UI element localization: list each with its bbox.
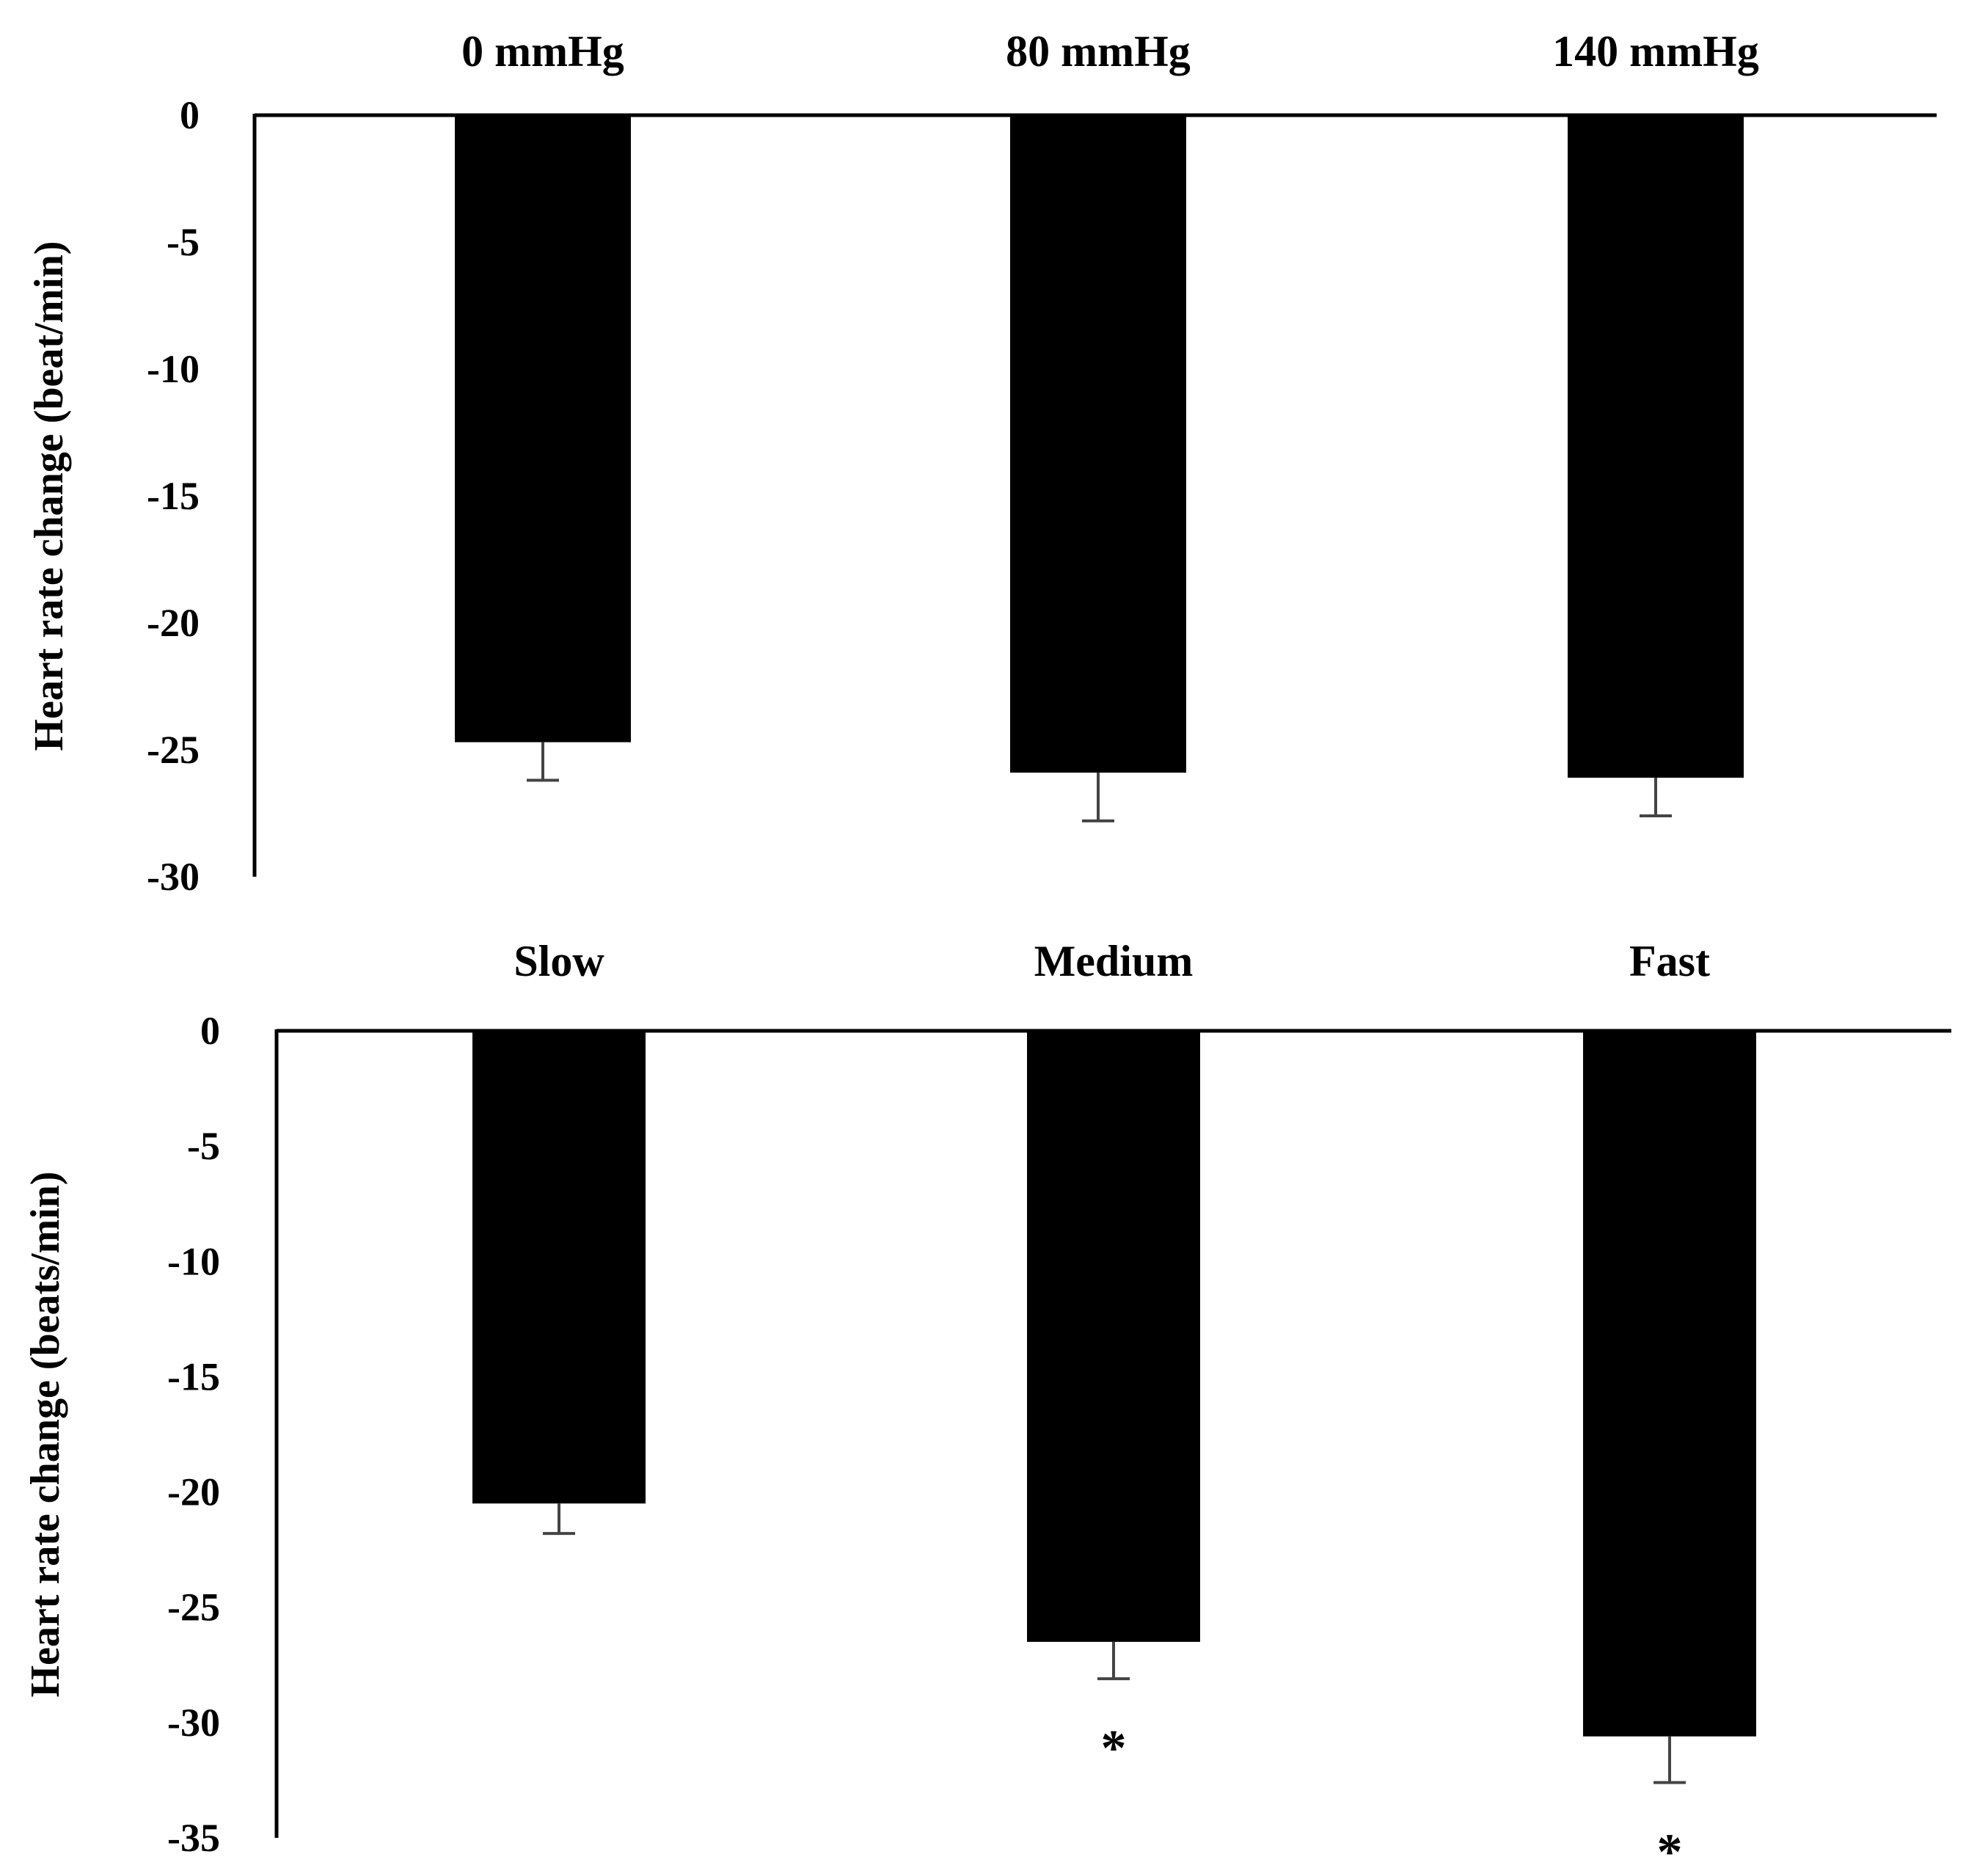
y-tick-label: -20 — [167, 1470, 220, 1514]
y-tick-label: -25 — [167, 1585, 220, 1629]
bar — [1583, 1031, 1756, 1737]
category-label: 0 mmHg — [461, 27, 624, 76]
y-tick-label: 0 — [180, 93, 200, 137]
y-tick-label: -5 — [167, 220, 200, 264]
y-tick-label: -10 — [147, 347, 200, 391]
y-tick-label: -15 — [167, 1354, 220, 1398]
category-label: Medium — [1034, 937, 1194, 985]
bar — [1027, 1031, 1200, 1642]
y-axis-title: Heart rate change (beat/min) — [26, 241, 72, 751]
category-label: Slow — [514, 937, 604, 985]
chart-panel-top: 0 mmHg 80 mmHg 140 mmHg 0 -5 -10 -15 -20 -25 -30 H… — [26, 27, 1937, 899]
bar — [455, 115, 631, 742]
y-tick-label: -20 — [147, 601, 200, 645]
category-label: Fast — [1629, 937, 1710, 985]
y-tick-label: -15 — [147, 474, 200, 518]
y-tick-label: -5 — [187, 1124, 220, 1168]
y-tick-label: -10 — [167, 1239, 220, 1283]
chart-panel-bottom: * * Slow Medium Fast 0 -5 -10 -15 -20 -25 -30 -35 Hea… — [23, 937, 1951, 1876]
bar — [472, 1031, 646, 1504]
significance-marker: * — [1657, 1825, 1683, 1876]
y-tick-label: -30 — [147, 855, 200, 899]
y-axis-title: Heart rate change (beats/min) — [23, 1172, 68, 1698]
category-label: 140 mmHg — [1552, 27, 1759, 76]
category-label: 80 mmHg — [1006, 27, 1191, 76]
bar — [1568, 115, 1744, 778]
y-tick-label: -35 — [167, 1816, 220, 1860]
y-tick-label: 0 — [200, 1009, 220, 1053]
significance-marker: * — [1101, 1720, 1127, 1777]
y-tick-label: -25 — [147, 728, 200, 772]
bar — [1010, 115, 1186, 773]
y-tick-label: -30 — [167, 1701, 220, 1745]
